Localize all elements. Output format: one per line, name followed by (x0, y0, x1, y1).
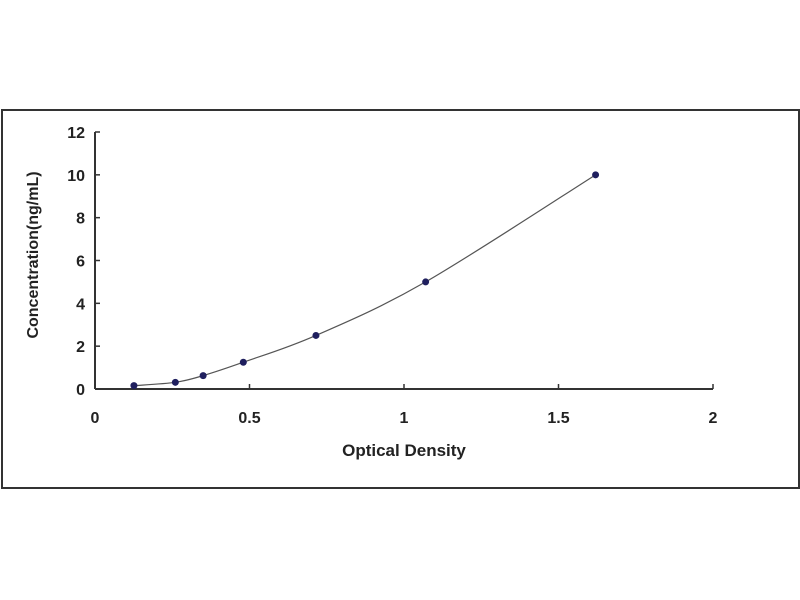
x-tick-label: 1.5 (547, 410, 569, 427)
data-point (592, 171, 600, 179)
chart-frame (1, 109, 800, 489)
data-point (312, 331, 320, 339)
y-tick-label: 0 (76, 382, 85, 399)
y-axis-label: Concentration(ng/mL) (25, 171, 42, 338)
y-tick-label: 6 (76, 254, 85, 271)
data-point (422, 278, 430, 286)
data-point (130, 382, 138, 390)
y-tick-label: 4 (76, 296, 85, 313)
y-tick-label: 8 (76, 211, 85, 228)
y-tick-label: 2 (76, 339, 85, 356)
x-axis-label: Optical Density (342, 441, 466, 460)
x-tick-label: 2 (709, 410, 718, 427)
y-tick-label: 10 (67, 168, 85, 185)
fit-curve (133, 174, 596, 387)
y-tick-label: 12 (67, 125, 85, 142)
data-point (239, 358, 247, 366)
x-tick-label: 0 (91, 410, 100, 427)
x-tick-label: 0.5 (238, 410, 260, 427)
x-tick-label: 1 (400, 410, 409, 427)
data-point (199, 372, 207, 380)
data-point (171, 378, 179, 386)
